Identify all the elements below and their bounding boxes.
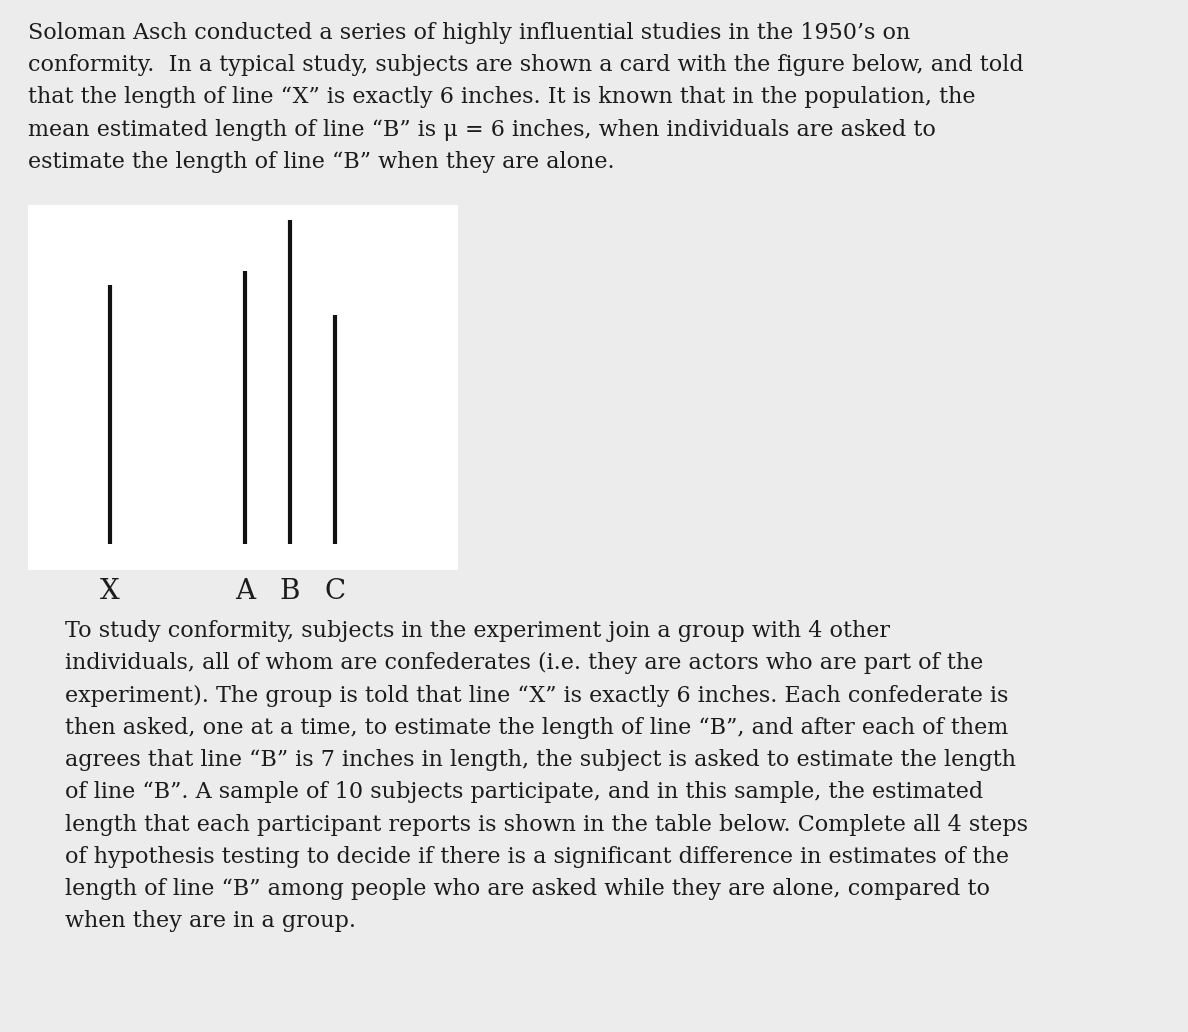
Bar <box>29 205 459 570</box>
Text: X: X <box>100 578 120 605</box>
Text: C: C <box>324 578 346 605</box>
Text: To study conformity, subjects in the experiment join a group with 4 other
indivi: To study conformity, subjects in the exp… <box>65 620 1028 932</box>
Text: A: A <box>235 578 255 605</box>
Text: B: B <box>279 578 301 605</box>
Text: Soloman Asch conducted a series of highly influential studies in the 1950’s on
c: Soloman Asch conducted a series of highl… <box>29 22 1024 172</box>
